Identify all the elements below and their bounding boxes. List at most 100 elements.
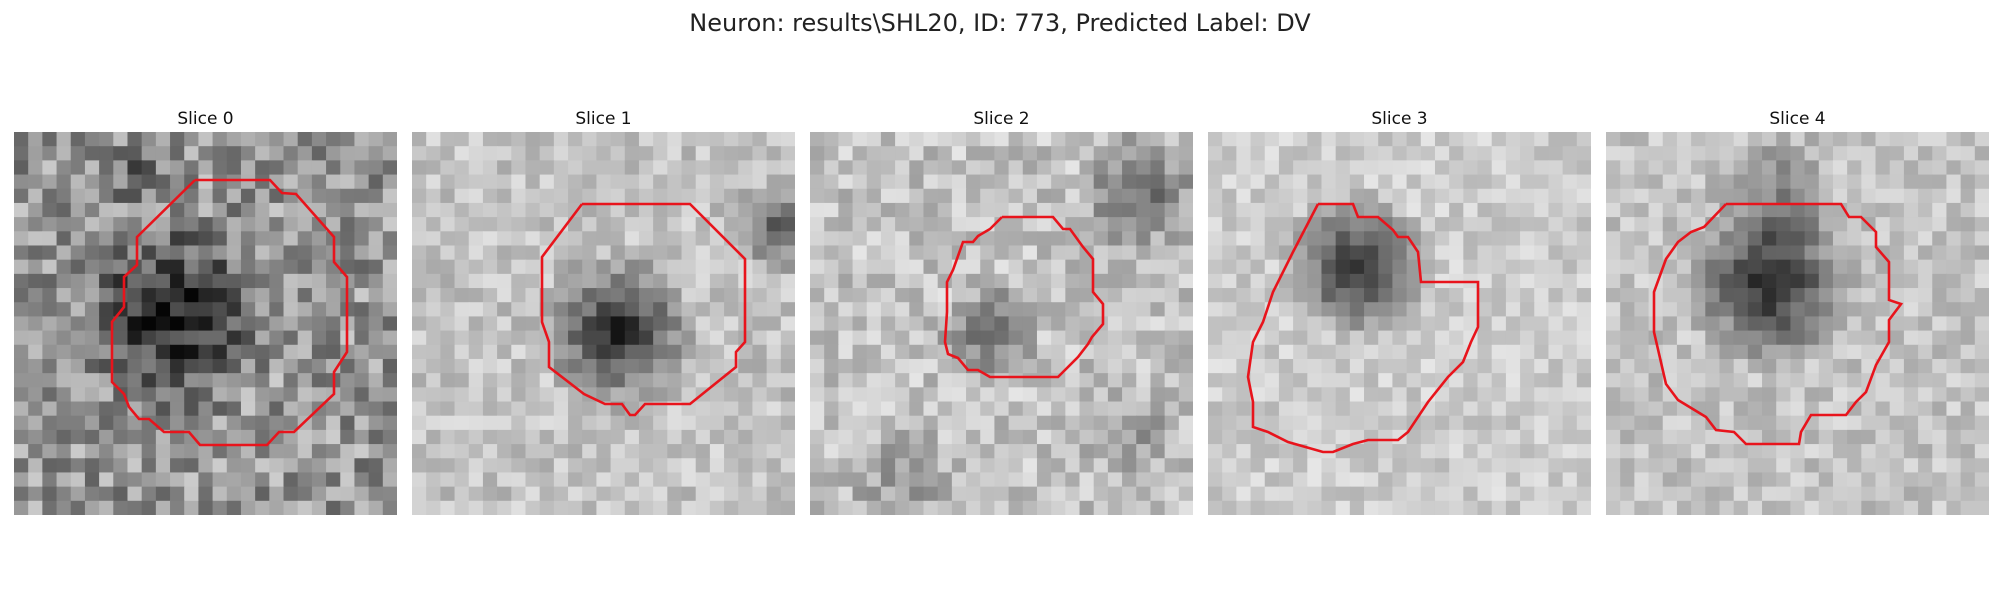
pixel <box>42 302 58 318</box>
pixel <box>1648 259 1664 275</box>
pixel <box>113 373 129 388</box>
pixel <box>1932 415 1948 431</box>
pixel <box>1719 444 1735 459</box>
pixel <box>1776 415 1792 431</box>
pixel <box>454 231 470 247</box>
pixel <box>14 202 29 218</box>
pixel <box>1946 231 1962 247</box>
pixel <box>1606 344 1621 360</box>
pixel <box>1107 429 1123 445</box>
pixel <box>1705 202 1721 218</box>
pixel <box>1562 458 1578 474</box>
pixel <box>1434 330 1450 346</box>
pixel <box>1875 302 1891 318</box>
pixel <box>951 217 967 232</box>
pixel <box>1420 174 1436 190</box>
pixel <box>824 259 839 275</box>
pixel <box>638 387 654 403</box>
pixel <box>28 415 43 431</box>
pixel <box>468 330 484 346</box>
pixel <box>382 174 397 190</box>
pixel <box>780 132 795 147</box>
pixel <box>1875 444 1891 459</box>
pixel <box>1449 387 1464 403</box>
pixel <box>99 358 114 374</box>
pixel <box>994 160 1010 176</box>
pixel <box>382 231 397 247</box>
pixel <box>240 344 256 360</box>
pixel <box>14 472 29 488</box>
pixel <box>980 316 996 332</box>
pixel <box>1861 132 1877 147</box>
pixel <box>1434 202 1450 218</box>
pixel <box>653 486 668 502</box>
pixel <box>184 344 200 360</box>
pixel <box>155 288 171 303</box>
pixel <box>1932 202 1948 218</box>
pixel <box>326 288 341 303</box>
slice-panel-4: Slice 4 <box>1606 106 1989 515</box>
pixel <box>810 444 825 459</box>
pixel <box>1036 344 1052 360</box>
pixel <box>766 387 782 403</box>
pixel-grid <box>412 132 795 515</box>
pixel <box>1648 387 1664 403</box>
pixel <box>923 174 939 190</box>
pixel <box>909 373 925 388</box>
pixel <box>440 373 456 388</box>
pixel <box>1606 500 1621 515</box>
pixel <box>14 316 29 332</box>
pixel <box>283 132 299 147</box>
pixel <box>113 231 129 247</box>
pixel <box>653 273 668 289</box>
pixel <box>1378 245 1394 261</box>
pixel <box>1505 231 1521 247</box>
pixel <box>980 202 996 218</box>
pixel <box>1733 288 1749 303</box>
pixel <box>1051 302 1066 318</box>
pixel <box>780 387 795 403</box>
pixel <box>497 160 512 176</box>
pixel <box>766 273 782 289</box>
pixel <box>184 330 200 346</box>
pixel <box>1420 472 1436 488</box>
pixel <box>1960 486 1976 502</box>
pixel <box>1662 273 1678 289</box>
pixel <box>1804 344 1820 360</box>
pixel <box>511 288 527 303</box>
pixel <box>1065 330 1081 346</box>
pixel <box>1008 217 1024 232</box>
pixel <box>1903 217 1919 232</box>
pixel <box>440 288 456 303</box>
pixel <box>1449 302 1464 318</box>
pixel <box>1008 245 1024 261</box>
pixel <box>909 202 925 218</box>
pixel <box>240 132 256 147</box>
pixel <box>1776 132 1792 147</box>
pixel <box>752 415 768 431</box>
pixel <box>283 160 299 176</box>
pixel <box>1562 444 1578 459</box>
pixel <box>412 259 427 275</box>
pixel <box>1164 302 1180 318</box>
pixel <box>1889 217 1905 232</box>
pixel <box>1378 472 1394 488</box>
pixel <box>1691 316 1706 332</box>
pixel <box>1747 415 1763 431</box>
pixel <box>184 316 200 332</box>
pixel <box>382 245 397 261</box>
pixel <box>1434 458 1450 474</box>
pixel <box>1747 330 1763 346</box>
pixel <box>1974 316 1989 332</box>
pixel <box>695 401 711 417</box>
pixel <box>426 415 441 431</box>
pixel <box>170 373 185 388</box>
pixel <box>1065 444 1081 459</box>
pixel <box>1164 231 1180 247</box>
pixel <box>412 302 427 318</box>
pixel <box>1804 160 1820 176</box>
pixel <box>1662 330 1678 346</box>
pixel <box>596 316 612 332</box>
pixel <box>1079 458 1095 474</box>
pixel <box>155 486 171 502</box>
